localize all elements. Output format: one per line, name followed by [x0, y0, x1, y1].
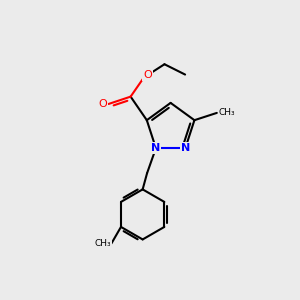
Text: O: O — [143, 70, 152, 80]
Text: O: O — [99, 99, 108, 109]
Text: CH₃: CH₃ — [94, 239, 111, 248]
Text: N: N — [181, 143, 190, 153]
Text: CH₃: CH₃ — [219, 108, 236, 117]
Text: N: N — [151, 143, 160, 153]
